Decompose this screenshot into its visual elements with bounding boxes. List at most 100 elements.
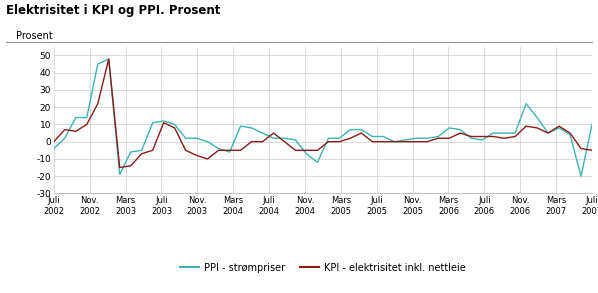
KPI - elektrisitet inkl. nettleie	[523, 125, 530, 128]
PPI - strømpriser	[204, 140, 211, 144]
KPI - elektrisitet inkl. nettleie	[478, 135, 486, 138]
KPI - elektrisitet inkl. nettleie	[566, 131, 573, 135]
PPI - strømpriser	[457, 128, 464, 131]
PPI - strømpriser	[380, 135, 387, 138]
KPI - elektrisitet inkl. nettleie	[402, 140, 409, 144]
PPI - strømpriser	[226, 150, 233, 154]
PPI - strømpriser	[533, 116, 541, 119]
PPI - strømpriser	[578, 174, 585, 178]
KPI - elektrisitet inkl. nettleie	[160, 121, 167, 125]
Text: Elektrisitet i KPI og PPI. Prosent: Elektrisitet i KPI og PPI. Prosent	[6, 4, 220, 17]
KPI - elektrisitet inkl. nettleie	[347, 137, 354, 140]
KPI - elektrisitet inkl. nettleie	[61, 128, 68, 131]
PPI - strømpriser	[468, 137, 475, 140]
PPI - strømpriser	[413, 137, 420, 140]
PPI - strømpriser	[435, 135, 442, 138]
KPI - elektrisitet inkl. nettleie	[336, 140, 343, 144]
KPI - elektrisitet inkl. nettleie	[390, 140, 398, 144]
KPI - elektrisitet inkl. nettleie	[94, 102, 101, 105]
KPI - elektrisitet inkl. nettleie	[138, 152, 145, 156]
PPI - strømpriser	[511, 131, 518, 135]
PPI - strømpriser	[215, 147, 222, 150]
PPI - strømpriser	[281, 137, 288, 140]
Line: PPI - strømpriser: PPI - strømpriser	[54, 59, 592, 176]
KPI - elektrisitet inkl. nettleie	[314, 149, 321, 152]
KPI - elektrisitet inkl. nettleie	[281, 140, 288, 144]
PPI - strømpriser	[336, 137, 343, 140]
PPI - strømpriser	[490, 131, 497, 135]
PPI - strømpriser	[237, 125, 244, 128]
KPI - elektrisitet inkl. nettleie	[588, 149, 596, 152]
KPI - elektrisitet inkl. nettleie	[511, 135, 518, 138]
KPI - elektrisitet inkl. nettleie	[193, 154, 200, 157]
KPI - elektrisitet inkl. nettleie	[435, 137, 442, 140]
PPI - strømpriser	[402, 138, 409, 142]
PPI - strømpriser	[138, 149, 145, 152]
KPI - elektrisitet inkl. nettleie	[501, 137, 508, 140]
KPI - elektrisitet inkl. nettleie	[545, 131, 552, 135]
KPI - elektrisitet inkl. nettleie	[303, 149, 310, 152]
PPI - strømpriser	[347, 128, 354, 131]
KPI - elektrisitet inkl. nettleie	[171, 126, 178, 130]
PPI - strømpriser	[248, 126, 255, 130]
Line: KPI - elektrisitet inkl. nettleie: KPI - elektrisitet inkl. nettleie	[54, 59, 592, 168]
PPI - strømpriser	[423, 137, 431, 140]
PPI - strømpriser	[171, 123, 178, 126]
KPI - elektrisitet inkl. nettleie	[468, 135, 475, 138]
KPI - elektrisitet inkl. nettleie	[325, 140, 332, 144]
Text: Prosent: Prosent	[16, 31, 53, 41]
KPI - elektrisitet inkl. nettleie	[204, 157, 211, 161]
PPI - strømpriser	[116, 173, 123, 176]
PPI - strømpriser	[501, 131, 508, 135]
KPI - elektrisitet inkl. nettleie	[215, 149, 222, 152]
PPI - strømpriser	[478, 138, 486, 142]
KPI - elektrisitet inkl. nettleie	[270, 131, 277, 135]
PPI - strømpriser	[83, 116, 90, 119]
KPI - elektrisitet inkl. nettleie	[413, 140, 420, 144]
KPI - elektrisitet inkl. nettleie	[446, 137, 453, 140]
PPI - strømpriser	[149, 121, 156, 125]
PPI - strømpriser	[446, 126, 453, 130]
KPI - elektrisitet inkl. nettleie	[72, 130, 80, 133]
Legend: PPI - strømpriser, KPI - elektrisitet inkl. nettleie: PPI - strømpriser, KPI - elektrisitet in…	[176, 259, 470, 276]
PPI - strømpriser	[358, 128, 365, 131]
KPI - elektrisitet inkl. nettleie	[556, 125, 563, 128]
KPI - elektrisitet inkl. nettleie	[83, 123, 90, 126]
KPI - elektrisitet inkl. nettleie	[380, 140, 387, 144]
PPI - strømpriser	[325, 137, 332, 140]
KPI - elektrisitet inkl. nettleie	[149, 149, 156, 152]
PPI - strømpriser	[50, 147, 57, 150]
KPI - elektrisitet inkl. nettleie	[248, 140, 255, 144]
KPI - elektrisitet inkl. nettleie	[116, 166, 123, 169]
PPI - strømpriser	[556, 126, 563, 130]
PPI - strømpriser	[314, 161, 321, 164]
KPI - elektrisitet inkl. nettleie	[358, 131, 365, 135]
KPI - elektrisitet inkl. nettleie	[182, 149, 189, 152]
PPI - strømpriser	[523, 102, 530, 105]
KPI - elektrisitet inkl. nettleie	[259, 140, 266, 144]
KPI - elektrisitet inkl. nettleie	[237, 149, 244, 152]
KPI - elektrisitet inkl. nettleie	[127, 164, 135, 168]
PPI - strømpriser	[303, 152, 310, 156]
PPI - strømpriser	[566, 133, 573, 137]
KPI - elektrisitet inkl. nettleie	[533, 126, 541, 130]
PPI - strømpriser	[193, 137, 200, 140]
KPI - elektrisitet inkl. nettleie	[457, 131, 464, 135]
PPI - strømpriser	[292, 138, 299, 142]
PPI - strømpriser	[390, 140, 398, 144]
PPI - strømpriser	[72, 116, 80, 119]
PPI - strømpriser	[182, 137, 189, 140]
KPI - elektrisitet inkl. nettleie	[226, 149, 233, 152]
KPI - elektrisitet inkl. nettleie	[369, 140, 376, 144]
KPI - elektrisitet inkl. nettleie	[490, 135, 497, 138]
PPI - strømpriser	[545, 131, 552, 135]
KPI - elektrisitet inkl. nettleie	[292, 149, 299, 152]
PPI - strømpriser	[127, 150, 135, 154]
PPI - strømpriser	[259, 131, 266, 135]
PPI - strømpriser	[160, 119, 167, 123]
KPI - elektrisitet inkl. nettleie	[50, 140, 57, 144]
PPI - strømpriser	[105, 57, 112, 61]
PPI - strømpriser	[369, 135, 376, 138]
PPI - strømpriser	[270, 137, 277, 140]
PPI - strømpriser	[94, 62, 101, 66]
